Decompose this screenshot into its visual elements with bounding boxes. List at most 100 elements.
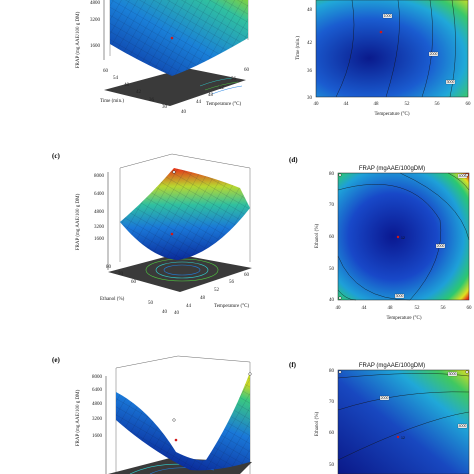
svg-text:1600: 1600 [92, 434, 103, 439]
y-tick: 48 [307, 8, 313, 13]
y-axis-label: Ethanol (%) [315, 412, 320, 437]
contour-label: 1000 [384, 14, 392, 18]
svg-text:40: 40 [329, 298, 335, 303]
z-axis-label: FRAP (mg AAE/100 g DM) [76, 193, 81, 250]
x-ticks: 40 44 48 52 56 60 [314, 102, 472, 107]
panel-a-surface: 4800 3200 1600 FRAP (mg AAE/100 g DM) 60… [76, 0, 250, 115]
svg-text:56: 56 [231, 77, 237, 82]
contour-label: 4000 [459, 174, 467, 178]
z-tick: 1600 [90, 44, 101, 49]
svg-text:50: 50 [329, 267, 335, 272]
svg-text:60: 60 [329, 235, 335, 240]
svg-text:80: 80 [329, 172, 335, 177]
contour-label: 2000 [430, 52, 438, 56]
panel-c-surface: (c) 8000 6400 4800 3200 1600 FRAP (mg AA… [52, 152, 252, 316]
contour-line [421, 0, 433, 98]
svg-text:52: 52 [214, 288, 220, 293]
svg-text:60: 60 [103, 69, 109, 74]
contour-line [337, 184, 441, 301]
svg-text:50: 50 [148, 301, 154, 306]
svg-text:70: 70 [329, 400, 335, 405]
svg-text:48: 48 [200, 296, 206, 301]
panel-e-surface: (e) 8000 6400 4800 3200 1600 FRAP (mg AA… [52, 355, 252, 474]
z-tick: 4800 [90, 1, 101, 6]
contour-line [337, 391, 470, 411]
y-ticks: 80 70 60 50 [329, 369, 335, 468]
svg-text:80: 80 [329, 369, 335, 374]
temp-ticks: 40 44 48 52 56 60 [174, 273, 250, 316]
y-axis-label: Temperature (°C) [206, 102, 241, 107]
svg-text:70: 70 [118, 272, 124, 277]
svg-text:42: 42 [136, 90, 142, 95]
panel-b-contour: 1000 2000 3000 48 42 36 30 Time (min.) 4… [296, 0, 471, 117]
svg-text:52: 52 [415, 306, 421, 311]
x-axis-label: Time (min.) [100, 99, 124, 104]
svg-text:60: 60 [244, 68, 250, 73]
panel-d-contour: (d) FRAP (mgAAE/100gDM) 2000 3000 4000 1… [289, 156, 472, 321]
svg-text:60: 60 [467, 306, 473, 311]
svg-text:70: 70 [329, 203, 335, 208]
svg-text:36: 36 [149, 98, 155, 103]
svg-text:56: 56 [229, 280, 235, 285]
x-axis-label: Temperature (°C) [374, 112, 409, 117]
center-point [170, 232, 174, 236]
contour-label: 3000 [396, 294, 404, 298]
svg-text:40: 40 [314, 102, 320, 107]
x-axis-label: Ethanol (%) [100, 297, 125, 302]
svg-text:48: 48 [374, 102, 380, 107]
contour-label: 3000 [449, 372, 457, 376]
contour-label: 2000 [381, 396, 389, 400]
contour-field [338, 370, 469, 474]
svg-text:8000: 8000 [94, 174, 105, 179]
svg-text:4800: 4800 [92, 402, 103, 407]
contour-line [385, 0, 400, 98]
svg-text:80: 80 [106, 265, 112, 270]
floor-plane [108, 254, 252, 292]
chart-title: FRAP (mgAAE/100gDM) [359, 166, 425, 172]
z-ticks: 8000 6400 4800 3200 1600 [94, 174, 105, 242]
temp-ticks: 40 44 48 52 56 60 [181, 68, 250, 115]
ethanol-ticks: 80 70 60 50 40 [106, 265, 168, 315]
y-tick: 42 [307, 41, 313, 46]
center-count: 12 [401, 236, 405, 240]
panel-label: (d) [289, 156, 298, 164]
svg-text:48: 48 [208, 93, 214, 98]
svg-text:54: 54 [113, 76, 119, 81]
chart-title: FRAP (mgAAE/100gDM) [359, 363, 425, 369]
svg-text:1600: 1600 [94, 237, 105, 242]
panel-label: (f) [289, 361, 297, 369]
contour-line [337, 373, 470, 379]
svg-text:60: 60 [329, 431, 335, 436]
center-point [396, 235, 400, 239]
svg-text:56: 56 [435, 102, 441, 107]
svg-text:6400: 6400 [94, 192, 105, 197]
svg-text:8000: 8000 [92, 375, 103, 380]
panel-label: (e) [52, 356, 60, 364]
svg-text:44: 44 [344, 102, 350, 107]
svg-text:44: 44 [362, 306, 368, 311]
contour-line [335, 0, 355, 98]
y-tick: 30 [307, 96, 313, 101]
svg-text:52: 52 [405, 102, 411, 107]
z-ticks: 8000 6400 4800 3200 1600 [92, 375, 103, 439]
svg-text:40: 40 [174, 311, 180, 316]
y-axis-label: Temperature (°C) [214, 304, 249, 309]
svg-text:60: 60 [466, 102, 472, 107]
contour-field [338, 173, 469, 300]
svg-text:48: 48 [388, 306, 394, 311]
x-axis-label: Temperature (°C) [386, 316, 421, 321]
svg-text:52: 52 [219, 86, 225, 91]
contour-label: 4000 [459, 424, 467, 428]
contour-label: 3000 [447, 80, 455, 84]
svg-text:3200: 3200 [94, 225, 105, 230]
svg-text:50: 50 [329, 463, 335, 468]
contour-line [449, 0, 456, 98]
svg-text:44: 44 [186, 304, 192, 309]
y-axis-label: Ethanol (%) [315, 224, 320, 249]
z-tick: 3200 [90, 18, 101, 23]
z-axis-label: FRAP (mg AAE/100 g DM) [76, 11, 81, 68]
svg-text:40: 40 [162, 310, 168, 315]
y-tick: 36 [307, 69, 313, 74]
svg-text:6400: 6400 [92, 388, 103, 393]
